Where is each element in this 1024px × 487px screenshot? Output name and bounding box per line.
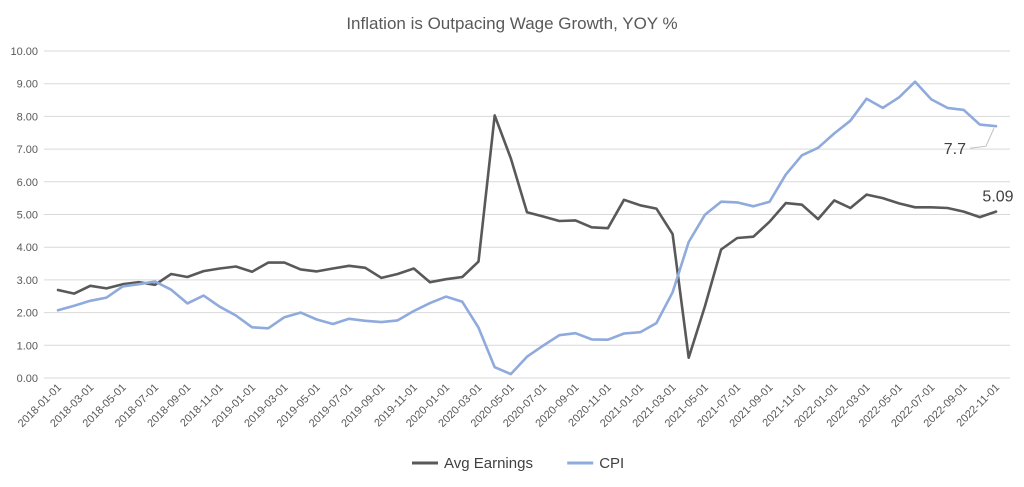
y-tick-label: 3.00 xyxy=(17,275,38,287)
legend-label: CPI xyxy=(599,455,624,472)
chart-title: Inflation is Outpacing Wage Growth, YOY … xyxy=(346,14,677,33)
y-tick-label: 1.00 xyxy=(17,340,38,352)
legend: Avg Earnings CPI xyxy=(412,455,624,472)
y-tick-label: 5.00 xyxy=(17,210,38,222)
y-tick-label: 0.00 xyxy=(17,373,38,385)
y-tick-label: 6.00 xyxy=(17,177,38,189)
legend-label: Avg Earnings xyxy=(444,455,533,472)
y-axis-tick-labels: 0.00 1.00 2.00 3.00 4.00 5.00 6.00 7.00 8.00 9.00… xyxy=(10,46,38,385)
gridlines xyxy=(44,50,1010,379)
annotation-label-cpi: 7.7 xyxy=(944,141,966,158)
series-lines xyxy=(56,80,998,376)
y-tick-label: 10.00 xyxy=(10,46,38,58)
series-line-cpi xyxy=(56,80,998,376)
y-tick-label: 9.00 xyxy=(17,79,38,91)
annotation-leader-line xyxy=(969,128,995,149)
data-annotations: 7.7 5.09 xyxy=(944,128,1014,206)
y-tick-label: 2.00 xyxy=(17,308,38,320)
annotation-label-avg-earnings: 5.09 xyxy=(982,189,1013,206)
y-tick-label: 8.00 xyxy=(17,111,38,123)
y-tick-label: 7.00 xyxy=(17,144,38,156)
x-axis-tick-labels: 2018-01-012018-03-012018-05-012018-07-01… xyxy=(16,382,1002,430)
y-tick-label: 4.00 xyxy=(17,242,38,254)
series-line-avg-earnings xyxy=(56,114,998,360)
